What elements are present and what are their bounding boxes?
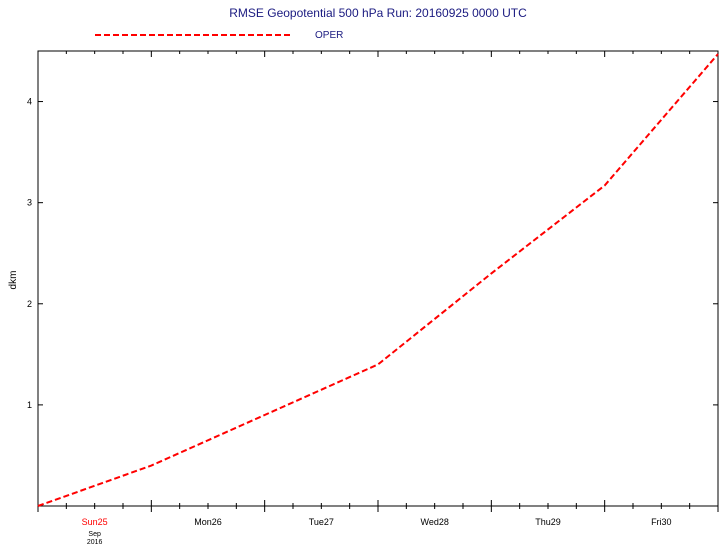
y-axis-ticks: 1 2 3 4 (27, 97, 718, 410)
x-tick-label: Fri30 (651, 517, 672, 527)
x-tick-label: Wed28 (420, 517, 448, 527)
x-tick-label: Tue27 (309, 517, 334, 527)
x-axis-ticks (37, 51, 719, 512)
y-tick-label: 4 (27, 97, 32, 107)
legend-label-oper: OPER (315, 30, 343, 41)
x-tick-label: Thu29 (535, 517, 561, 527)
chart-title: RMSE Geopotential 500 hPa Run: 20160925 … (229, 6, 527, 20)
y-tick-label: 1 (27, 400, 32, 410)
legend: OPER (95, 30, 343, 41)
plot-frame (37, 50, 719, 507)
x-tick-label: Mon26 (194, 517, 222, 527)
y-axis-label: dkm (8, 271, 19, 290)
series-group (37, 53, 719, 507)
y-tick-label: 3 (27, 198, 32, 208)
x-sub-label: 2016 (87, 539, 103, 546)
y-tick-label: 2 (27, 299, 32, 309)
x-sub-label: Sep (88, 531, 101, 538)
series-line-oper (37, 53, 719, 507)
x-tick-label: Sun25 (82, 517, 108, 527)
